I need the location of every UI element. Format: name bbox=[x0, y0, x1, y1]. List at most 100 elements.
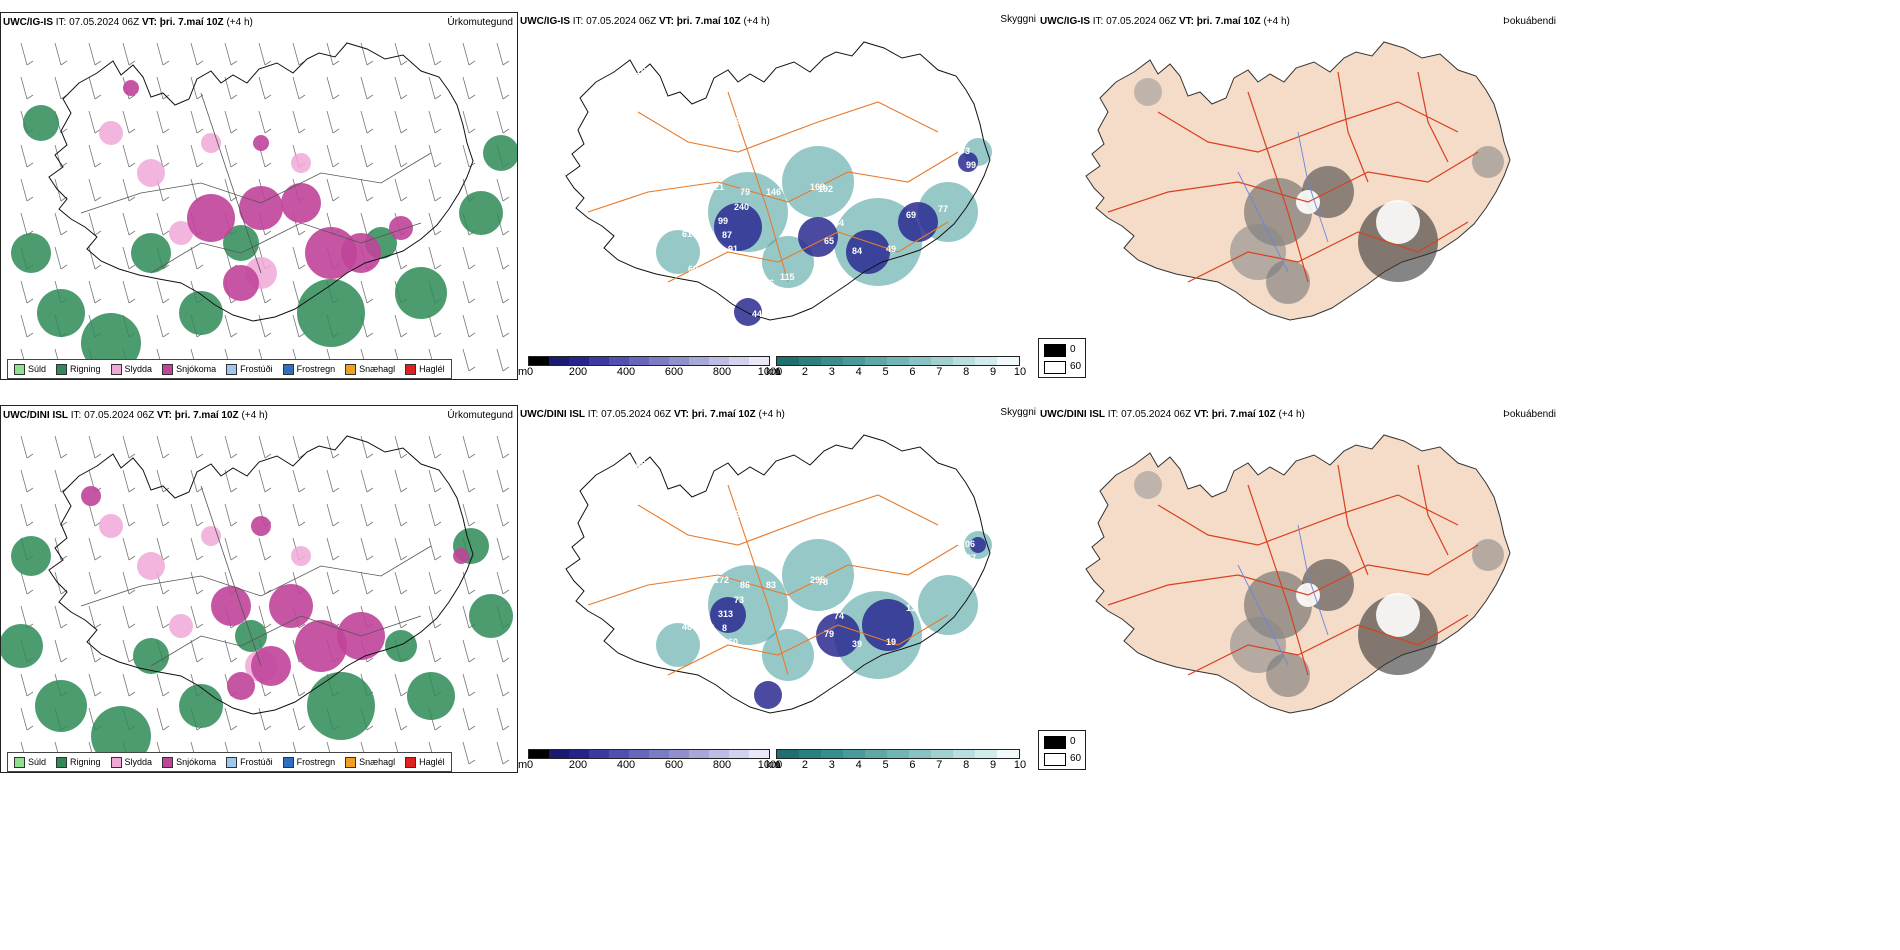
visibility-value-label: 61 bbox=[682, 229, 692, 239]
fog-panel-1: UWC/IG-IS IT: 07.05.2024 06Z VT: þri. 7.… bbox=[1038, 12, 1560, 380]
colorbar-cell bbox=[843, 750, 865, 758]
wind-barb bbox=[88, 571, 96, 595]
wind-barb bbox=[94, 230, 102, 236]
visibility-value-label: 101 bbox=[636, 66, 651, 76]
wind-barb bbox=[88, 76, 96, 100]
wind-barb bbox=[26, 94, 34, 100]
wind-barb bbox=[128, 264, 136, 270]
visibility-title: Skyggni bbox=[1000, 407, 1036, 418]
colorbar-tick-label: 4 bbox=[855, 759, 862, 771]
wind-barb bbox=[88, 246, 96, 270]
wind-barb bbox=[88, 280, 96, 304]
wind-barb bbox=[502, 589, 510, 595]
road bbox=[1417, 71, 1449, 163]
wind-barb bbox=[20, 212, 28, 236]
colorbar-tick-label: 1000 bbox=[757, 759, 783, 771]
wind-barb bbox=[264, 230, 272, 236]
visibility-value-label: 19 bbox=[886, 637, 896, 647]
wind-barb bbox=[20, 314, 28, 338]
wind-barb bbox=[26, 589, 34, 595]
legend-swatch bbox=[226, 756, 238, 768]
wind-barb bbox=[360, 76, 368, 100]
wind-barb bbox=[502, 555, 510, 561]
wind-barb bbox=[434, 60, 442, 66]
fog-legend-1: 0 60 bbox=[1038, 338, 1086, 378]
wind-barb bbox=[496, 110, 504, 134]
wind-barb bbox=[156, 707, 164, 731]
very-low-visibility-area bbox=[862, 599, 914, 651]
wind-barb bbox=[196, 60, 204, 66]
snow-area bbox=[251, 516, 271, 536]
colorbar-cell bbox=[887, 357, 909, 365]
legend-item: Súld bbox=[14, 756, 47, 768]
colorbar-cell bbox=[549, 750, 569, 758]
wind-barb bbox=[292, 435, 300, 459]
wind-barb bbox=[462, 314, 470, 338]
wind-barb bbox=[20, 280, 28, 304]
wind-barb bbox=[26, 521, 34, 527]
wind-barb bbox=[360, 571, 368, 595]
visibility-value-label: 106 bbox=[960, 539, 975, 549]
wind-barb bbox=[434, 264, 442, 270]
wind-barb bbox=[156, 673, 164, 697]
visibility-value-label: 90 bbox=[674, 280, 684, 290]
wind-barb bbox=[366, 128, 374, 134]
wind-barb bbox=[292, 673, 300, 697]
sleet-area bbox=[99, 121, 123, 145]
rain-area bbox=[131, 233, 171, 273]
wind-barb bbox=[468, 487, 476, 493]
fog-title: Þokuábendi bbox=[1503, 409, 1556, 420]
legend-label: Slydda bbox=[124, 757, 153, 767]
wind-barb bbox=[156, 76, 164, 100]
wind-barb bbox=[230, 162, 238, 168]
fog-legend-2: 0 60 bbox=[1038, 730, 1086, 770]
wind-barb bbox=[360, 178, 368, 202]
wind-barb bbox=[394, 605, 402, 629]
snow-area bbox=[253, 135, 269, 151]
iceland-coastline bbox=[48, 435, 474, 715]
wind-barb bbox=[258, 571, 266, 595]
precip-type-legend: Súld Rigning Slydda Snjókoma Frostúði Frostre… bbox=[7, 752, 452, 772]
wind-barb bbox=[94, 623, 102, 629]
colorbar-tick-label: 1000 bbox=[757, 366, 783, 378]
road-network bbox=[80, 545, 432, 607]
wind-barb bbox=[26, 162, 34, 168]
colorbar-cell bbox=[931, 750, 953, 758]
wind-barb bbox=[162, 94, 170, 100]
colorbar-cell bbox=[865, 357, 887, 365]
wind-barb bbox=[156, 503, 164, 527]
wind-barb bbox=[434, 196, 442, 202]
wind-barb bbox=[434, 230, 442, 236]
colorbar-tick-label: 0 bbox=[526, 759, 534, 771]
wind-barb bbox=[88, 212, 96, 236]
visibility-colorbar-km: km 1 2 3 4 5 6 7 8 9 10 bbox=[766, 749, 1026, 783]
road bbox=[1417, 464, 1449, 556]
iceland-coastline bbox=[565, 434, 991, 714]
wind-barb bbox=[502, 725, 510, 731]
wind-barb bbox=[502, 264, 510, 270]
colorbar-tick-label: 4 bbox=[855, 366, 862, 378]
wind-barb bbox=[224, 110, 232, 134]
low-visibility-area bbox=[762, 236, 814, 288]
visibility-value-label: 115 bbox=[780, 272, 795, 282]
wind-barb bbox=[400, 691, 408, 697]
wind-barb bbox=[360, 435, 368, 459]
wind-barb bbox=[190, 435, 198, 459]
wind-barb bbox=[434, 94, 442, 100]
wind-barb bbox=[462, 110, 470, 134]
legend-label: Súld bbox=[28, 757, 47, 767]
colorbar-unit: m bbox=[518, 759, 528, 771]
river bbox=[1237, 564, 1289, 666]
wind-barb bbox=[162, 196, 170, 202]
wind-barb bbox=[60, 264, 68, 270]
wind-barb bbox=[394, 144, 402, 168]
wind-barb bbox=[196, 555, 204, 561]
wind-barb bbox=[332, 94, 340, 100]
wind-barb bbox=[20, 571, 28, 595]
wind-barb bbox=[468, 366, 476, 372]
wind-barb bbox=[366, 332, 374, 338]
visibility-value-label: 37 bbox=[948, 174, 958, 184]
wind-barb bbox=[400, 94, 408, 100]
legend-item: Snjókoma bbox=[162, 363, 216, 375]
wind-barb bbox=[400, 487, 408, 493]
